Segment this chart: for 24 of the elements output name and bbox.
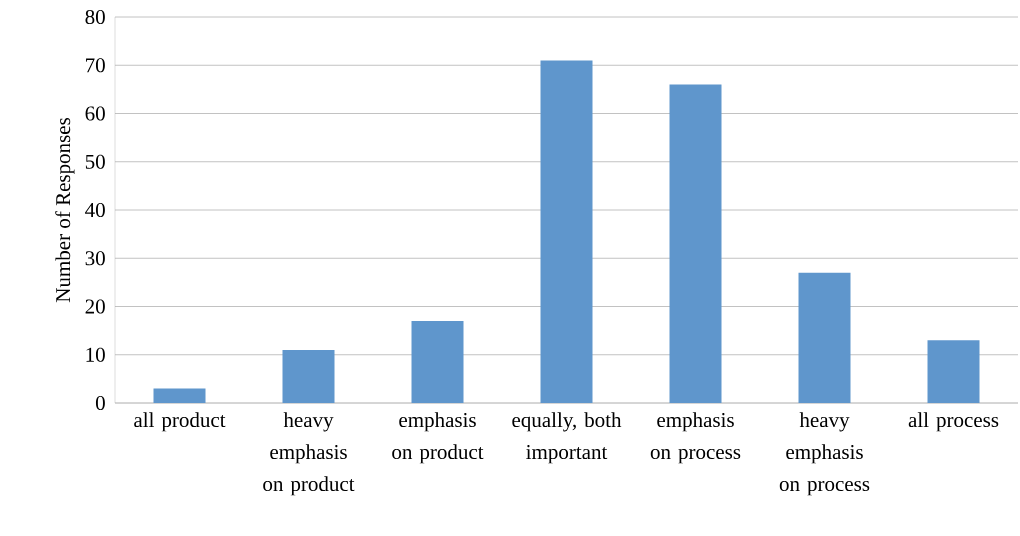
x-tick-label: heavy emphasis on product	[263, 412, 355, 496]
y-tick-label: 40	[85, 202, 105, 218]
y-tick-label: 50	[85, 154, 105, 169]
bar	[540, 60, 593, 403]
x-tick-label: all product	[134, 412, 226, 432]
x-tick-label: emphasis on process	[650, 412, 741, 464]
x-tick-label: all process	[908, 412, 999, 432]
bar	[669, 84, 722, 403]
bar	[411, 320, 464, 403]
y-tick-label: 80	[85, 9, 105, 25]
y-tick-label: 60	[85, 106, 105, 121]
x-tick-label: emphasis on product	[392, 412, 484, 464]
bar	[153, 388, 206, 403]
y-tick-label: 20	[85, 299, 105, 314]
y-tick-label: 70	[86, 58, 105, 73]
x-tick-label: heavy emphasis on process	[779, 412, 870, 496]
y-tick-label: 10	[86, 347, 105, 362]
y-tick-label: 0	[95, 395, 105, 411]
bar	[282, 349, 335, 403]
y-axis-title: Number of Responses	[55, 118, 75, 303]
y-tick-label: 30	[85, 251, 105, 266]
bar	[927, 340, 980, 403]
x-tick-label: equally, both important	[512, 412, 622, 464]
bar	[798, 272, 851, 403]
